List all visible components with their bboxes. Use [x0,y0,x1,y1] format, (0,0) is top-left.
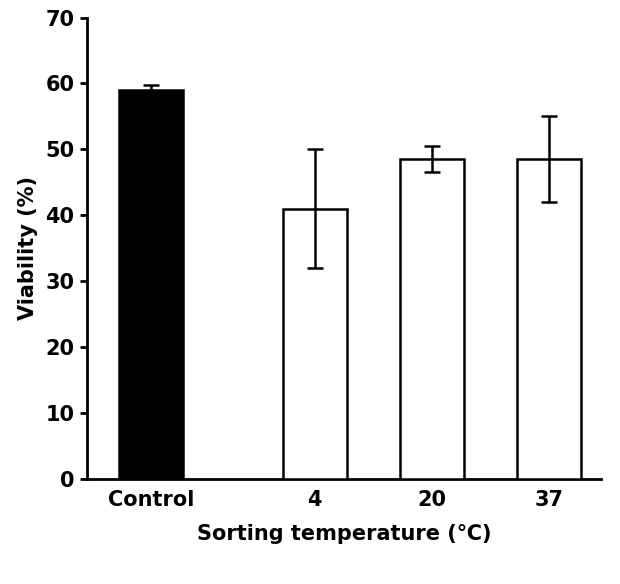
Bar [516,159,581,479]
Bar [119,90,184,479]
X-axis label: Sorting temperature (℃): Sorting temperature (℃) [197,524,491,544]
Y-axis label: Viability (%): Viability (%) [18,176,38,320]
Bar [400,159,464,479]
Bar [283,208,347,479]
